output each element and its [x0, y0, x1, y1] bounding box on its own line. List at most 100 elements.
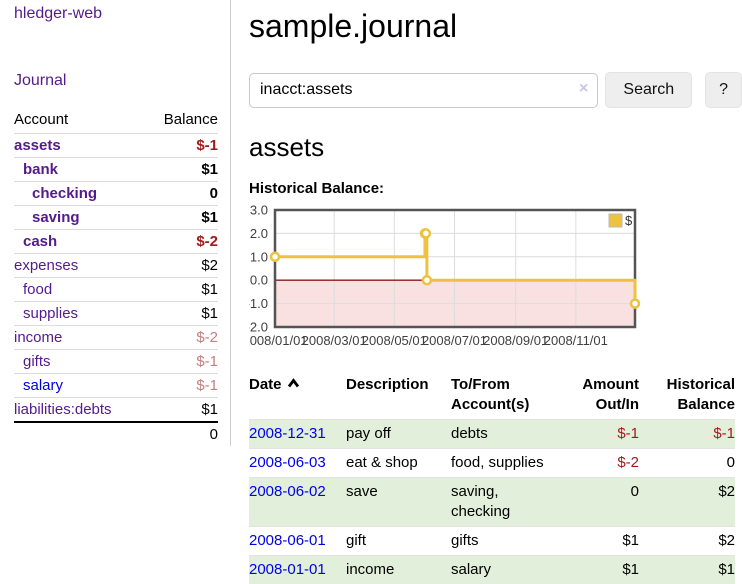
account-row: assets $-1	[14, 134, 218, 158]
accounts-table: Account Balance assets $-1 bank $1 checking 0…	[14, 109, 218, 446]
svg-text:-1.0: -1.0	[249, 296, 268, 311]
transaction-description: income	[346, 556, 451, 584]
account-link[interactable]: income	[14, 329, 62, 346]
register-header-amount: Amount Out/In	[555, 371, 639, 420]
accounts-total-row: 0	[14, 422, 218, 446]
transaction-description: save	[346, 478, 451, 527]
transaction-amount: $1	[555, 556, 639, 584]
svg-text:2008/07/01: 2008/07/01	[422, 333, 487, 348]
account-link[interactable]: assets	[14, 137, 61, 154]
chart-legend	[609, 214, 622, 227]
register-header-row: Date Description To/From Account(s) Amou…	[249, 371, 735, 420]
transaction-amount: $-2	[555, 449, 639, 478]
svg-text:$: $	[625, 213, 633, 228]
transaction-description: gift	[346, 527, 451, 556]
transaction-accounts: saving, checking	[451, 478, 555, 527]
search-button[interactable]: Search	[605, 72, 692, 108]
account-balance: $1	[145, 278, 218, 302]
transaction-accounts: gifts	[451, 527, 555, 556]
svg-text:2008/11/01: 2008/11/01	[544, 333, 608, 348]
transaction-date-link[interactable]: 2008-12-31	[249, 425, 326, 442]
account-balance: $1	[145, 206, 218, 230]
account-link[interactable]: expenses	[14, 257, 78, 274]
svg-text:2008/03/01: 2008/03/01	[302, 333, 367, 348]
account-link[interactable]: gifts	[23, 353, 51, 370]
accounts-header-balance: Balance	[145, 109, 218, 134]
register-header-balance: Historical Balance	[639, 371, 735, 420]
transaction-accounts: food, supplies	[451, 449, 555, 478]
accounts-header-row: Account Balance	[14, 109, 218, 134]
sidebar-item-journal[interactable]: Journal	[14, 72, 218, 90]
account-row: liabilities:debts $1	[14, 398, 218, 423]
transaction-balance: $-1	[639, 420, 735, 449]
account-balance: $-1	[145, 350, 218, 374]
account-row: checking 0	[14, 182, 218, 206]
transaction-balance: $1	[639, 556, 735, 584]
sidebar: hledger-web Journal Account Balance asse…	[0, 0, 231, 446]
account-row: salary $-1	[14, 374, 218, 398]
account-row: food $1	[14, 278, 218, 302]
accounts-total-balance: 0	[145, 422, 218, 446]
svg-text:2008/05/01: 2008/05/01	[362, 333, 427, 348]
svg-text:0.0: 0.0	[250, 273, 268, 288]
account-balance: $-2	[145, 326, 218, 350]
transaction-amount: 0	[555, 478, 639, 527]
account-link[interactable]: bank	[23, 161, 58, 178]
account-link[interactable]: salary	[23, 377, 63, 394]
transaction-balance: $2	[639, 478, 735, 527]
search-field-wrap: ×	[249, 73, 598, 108]
account-link[interactable]: saving	[32, 209, 80, 226]
transaction-date-link[interactable]: 2008-06-01	[249, 532, 326, 549]
account-balance: $1	[145, 158, 218, 182]
account-balance: $1	[145, 398, 218, 423]
app-title[interactable]: hledger-web	[14, 5, 218, 23]
transaction-balance: 0	[639, 449, 735, 478]
transaction-balance: $2	[639, 527, 735, 556]
register-table: Date Description To/From Account(s) Amou…	[249, 371, 735, 584]
account-row: expenses $2	[14, 254, 218, 278]
svg-text:2008/01/01: 2008/01/01	[249, 333, 308, 348]
help-button[interactable]: ?	[705, 72, 742, 108]
transaction-accounts: salary	[451, 556, 555, 584]
svg-text:2.0: 2.0	[250, 226, 268, 241]
transaction-accounts: debts	[451, 420, 555, 449]
clear-search-icon[interactable]: ×	[579, 80, 588, 98]
account-row: saving $1	[14, 206, 218, 230]
account-balance: $2	[145, 254, 218, 278]
page-title: sample.journal	[249, 8, 742, 45]
transaction-amount: $-1	[555, 420, 639, 449]
account-balance: $-1	[145, 134, 218, 158]
transaction-date-link[interactable]: 2008-06-03	[249, 454, 326, 471]
svg-text:2008/09/01: 2008/09/01	[483, 333, 548, 348]
register-header-accounts: To/From Account(s)	[451, 371, 555, 420]
account-row: bank $1	[14, 158, 218, 182]
register-header-description: Description	[346, 371, 451, 420]
account-link[interactable]: food	[23, 281, 52, 298]
account-row: cash $-2	[14, 230, 218, 254]
account-balance: $-2	[145, 230, 218, 254]
account-balance: $-1	[145, 374, 218, 398]
account-link[interactable]: liabilities:debts	[14, 401, 112, 418]
accounts-header-account: Account	[14, 109, 145, 134]
transaction-date-link[interactable]: 2008-01-01	[249, 561, 326, 578]
account-row: income $-2	[14, 326, 218, 350]
account-link[interactable]: cash	[23, 233, 57, 250]
svg-text:3.0: 3.0	[250, 203, 268, 218]
transaction-date-link[interactable]: 2008-06-02	[249, 483, 326, 500]
search-input[interactable]	[249, 73, 598, 108]
account-link[interactable]: checking	[32, 185, 97, 202]
search-bar: × Search ?	[249, 72, 742, 108]
account-balance: 0	[145, 182, 218, 206]
account-row: gifts $-1	[14, 350, 218, 374]
account-link[interactable]: supplies	[23, 305, 78, 322]
chart-heading: Historical Balance:	[249, 180, 742, 197]
account-heading: assets	[249, 132, 742, 163]
register-header-date[interactable]: Date	[249, 371, 346, 420]
account-row: supplies$1	[14, 302, 218, 326]
